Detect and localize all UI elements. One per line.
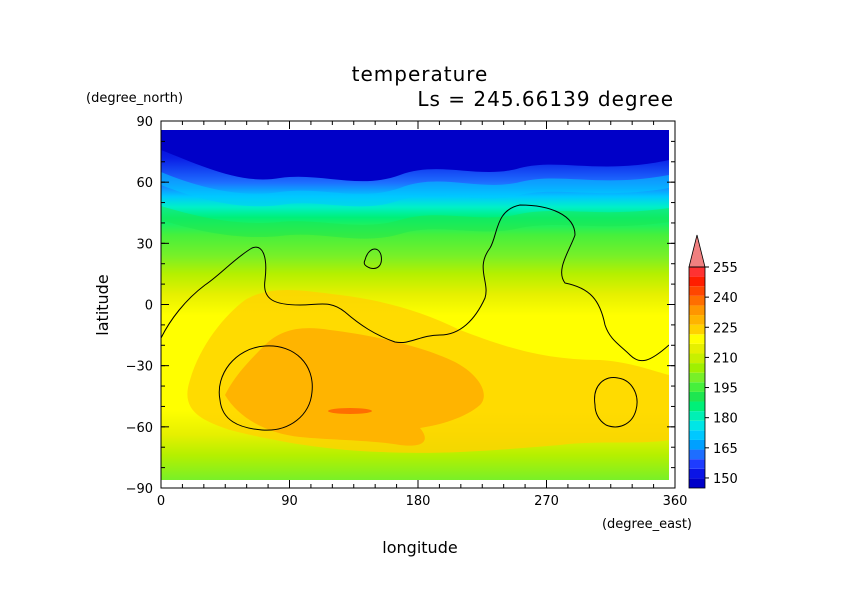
colorbar-label: 255 [713,261,738,276]
y-tick-label: 0 [145,299,153,314]
colorbar-segment [689,372,705,383]
chart-title: temperature [352,62,489,86]
temperature-field [161,130,669,480]
colorbar-segment [689,315,705,325]
chart-subtitle: Ls = 245.66139 degree [417,87,674,111]
y-tick-label: −30 [126,360,153,375]
colorbar-segment [689,449,705,460]
warm-region-230 [225,328,484,446]
colorbar-overflow-arrow [688,234,706,268]
y-tick-label: 90 [136,115,153,130]
tick-layer: 0 90 180 270 360 90 60 30 0 −30 −60 −90 [126,115,688,509]
y-units-label: (degree_north) [86,91,183,106]
colorbar-segment [689,276,705,287]
colorbar-segment [689,343,705,354]
colorbar-label: 210 [713,351,738,366]
colorbar-segment [689,478,705,488]
colorbar-segment [689,391,705,402]
contour-line [161,204,669,362]
colorbar-label: 195 [713,382,738,397]
x-units-label: (degree_east) [602,517,692,532]
x-axis-label: longitude [382,538,457,557]
colorbar-segment [689,267,705,277]
colorbar-segment [689,286,705,296]
colorbar-frame [688,266,706,489]
colorbar-segment [689,439,705,450]
y-axis-label: latitude [93,274,112,335]
x-tick-label: 90 [281,494,298,509]
colorbar-segment [689,324,705,335]
colorbar-segment [689,305,705,316]
colorbar-label: 150 [713,472,738,487]
colorbar-segment [689,382,705,392]
colorbar-segment [689,411,705,421]
warm-core-240 [328,408,372,414]
x-tick-label: 360 [663,494,688,509]
colorbar-label: 240 [713,291,738,306]
colorbar: 255 240 225 210 195 180 165 150 [688,234,738,489]
colorbar-segment [689,468,705,479]
colorbar-segment [689,334,705,344]
polar-wave-band [161,130,669,182]
colorbar-label: 225 [713,321,738,336]
colorbar-segment [689,401,705,412]
colorbar-segment [689,420,705,431]
contour-loop-small [363,248,382,269]
y-tick-label: 30 [136,237,153,252]
wave-band-green [161,206,669,239]
y-tick-label: −60 [126,421,153,436]
colorbar-segment [689,430,705,440]
y-tick-label: −90 [126,482,153,497]
contour-loop-east [594,376,638,428]
x-tick-label: 0 [157,494,165,509]
colorbar-label: 165 [713,442,738,457]
y-tick-label: 60 [136,176,153,191]
x-tick-label: 180 [406,494,431,509]
contour-loop-west [218,345,313,431]
colorbar-segment [689,353,705,364]
colorbar-segment [689,295,705,306]
colorbar-label: 180 [713,412,738,427]
x-tick-label: 270 [534,494,559,509]
colorbar-segment [689,363,705,373]
colorbar-segment [689,459,705,469]
wave-band-cyan [161,172,669,207]
